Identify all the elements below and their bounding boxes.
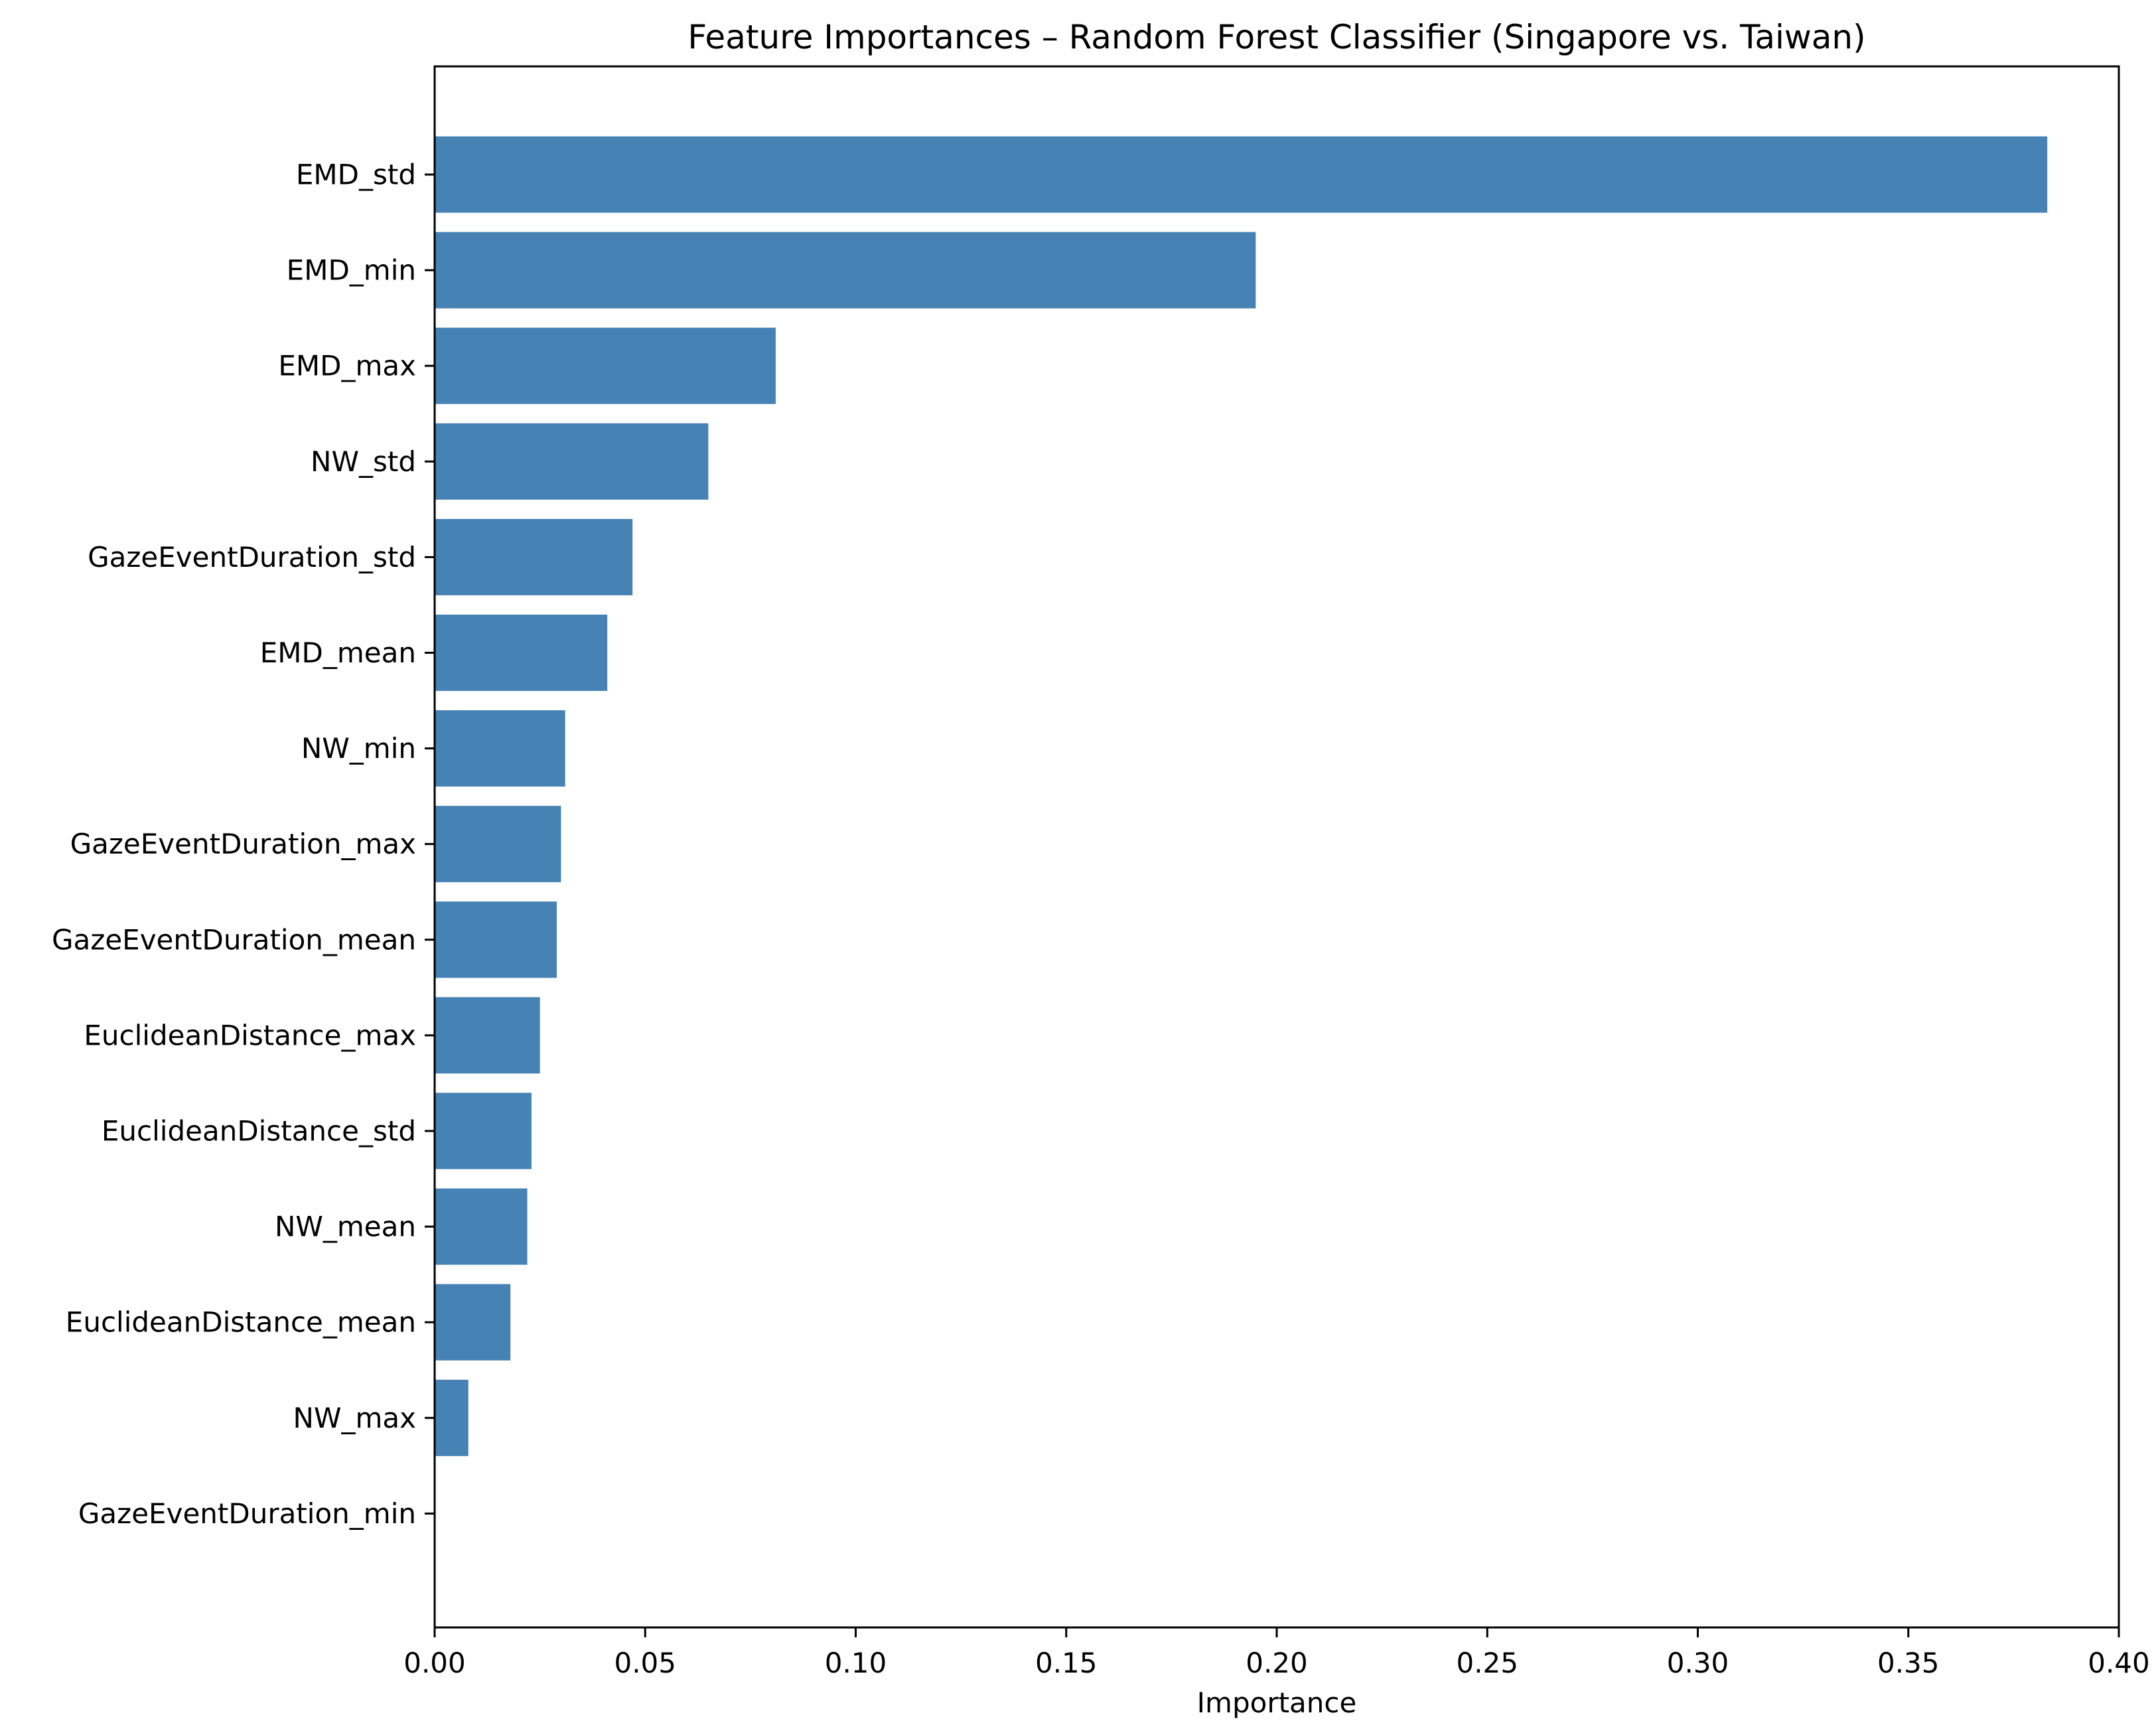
- y-tick-label: EMD_std: [296, 159, 416, 191]
- bar-NW_min: [435, 710, 565, 787]
- bar-GazeEventDuration_mean: [435, 901, 557, 978]
- y-tick-label: EMD_min: [287, 254, 416, 287]
- y-tick-label: EuclideanDistance_mean: [66, 1306, 416, 1339]
- bar-EuclideanDistance_mean: [435, 1284, 511, 1361]
- y-tick-label: EMD_mean: [260, 637, 416, 669]
- bars-layer: [435, 136, 2048, 1456]
- x-tick-label: 0.40: [2088, 1647, 2150, 1679]
- bar-GazeEventDuration_std: [435, 518, 633, 595]
- bar-EMD_std: [435, 136, 2048, 213]
- x-tick-label: 0.30: [1667, 1647, 1729, 1679]
- y-tick-label: EuclideanDistance_max: [84, 1019, 416, 1051]
- x-axis-label: Importance: [1197, 1686, 1357, 1719]
- x-tick-label: 0.15: [1035, 1647, 1098, 1679]
- x-tick-label: 0.10: [825, 1647, 887, 1679]
- bar-EuclideanDistance_std: [435, 1092, 532, 1169]
- y-tick-label: NW_max: [293, 1402, 416, 1434]
- bar-GazeEventDuration_max: [435, 806, 561, 883]
- y-tick-label: EuclideanDistance_std: [102, 1115, 416, 1148]
- bar-NW_mean: [435, 1188, 528, 1265]
- bar-EMD_max: [435, 327, 776, 404]
- plot-frame: [433, 65, 2120, 1629]
- bar-NW_max: [435, 1379, 468, 1456]
- y-tick-label: GazeEventDuration_min: [78, 1497, 416, 1530]
- chart-title: Feature Importances – Random Forest Clas…: [687, 18, 1865, 56]
- y-axis-ticks: EMD_std EMD_min EMD_max NW_std GazeEventDura…: [52, 159, 435, 1530]
- x-axis-ticks: 0.00 0.05 0.10 0.15 0.20 0.25 0.30 0.35 0.40: [403, 1627, 2150, 1679]
- bar-NW_std: [435, 423, 709, 500]
- y-tick-label: GazeEventDuration_max: [70, 828, 416, 860]
- x-tick-label: 0.25: [1456, 1647, 1518, 1679]
- bar-EuclideanDistance_max: [435, 997, 540, 1074]
- y-tick-label: NW_min: [301, 732, 416, 765]
- y-tick-label: GazeEventDuration_mean: [52, 923, 416, 956]
- bar-EMD_mean: [435, 615, 608, 691]
- y-tick-label: EMD_max: [278, 350, 416, 382]
- x-tick-label: 0.05: [614, 1647, 676, 1679]
- y-tick-label: NW_mean: [275, 1211, 416, 1243]
- y-tick-label: NW_std: [311, 445, 416, 478]
- x-tick-label: 0.20: [1246, 1647, 1308, 1679]
- x-tick-label: 0.00: [403, 1647, 466, 1679]
- y-tick-label: GazeEventDuration_std: [88, 541, 416, 573]
- bar-EMD_min: [435, 232, 1256, 309]
- x-tick-label: 0.35: [1877, 1647, 1940, 1679]
